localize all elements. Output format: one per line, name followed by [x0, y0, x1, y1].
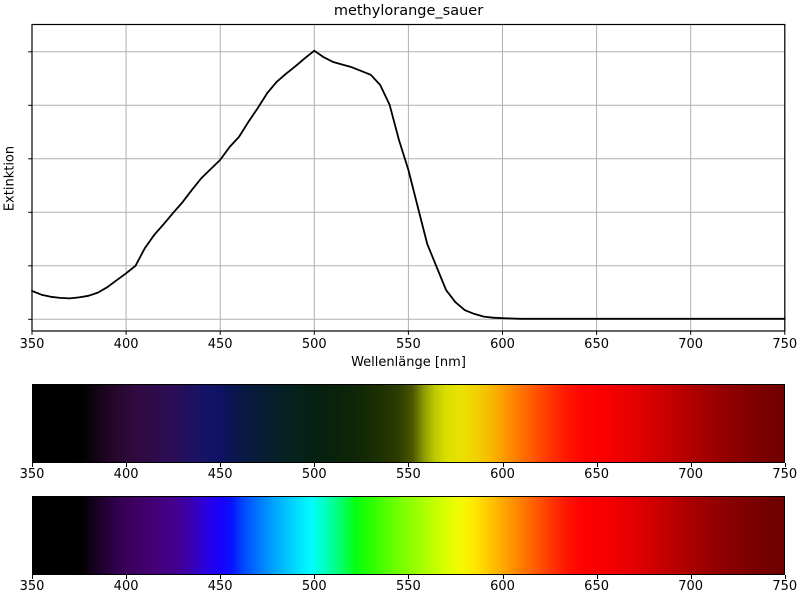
chart-title: methylorange_sauer: [333, 3, 484, 19]
x-tick-label: 550: [395, 579, 421, 594]
strip-tick-mark: [126, 463, 128, 467]
x-tick-label: 550: [395, 337, 421, 352]
x-tick-label: 350: [19, 337, 45, 352]
strip-tick-mark: [784, 463, 786, 467]
strip-tick-mark: [32, 463, 33, 467]
x-tick-label: 400: [113, 337, 139, 352]
x-tick-label: 600: [490, 337, 515, 352]
x-tick-label: 500: [301, 337, 327, 352]
x-tick-label: 650: [584, 579, 609, 594]
strip-tick-mark: [220, 463, 222, 467]
strip-tick-mark: [314, 575, 316, 579]
strip-tick-mark: [220, 575, 222, 579]
x-tick-label: 750: [772, 337, 798, 352]
absorbance-curve: [31, 49, 786, 320]
strip-tick-mark: [690, 463, 692, 467]
x-tick-label: 700: [678, 467, 704, 482]
x-tick-label: 750: [772, 467, 798, 482]
x-tick-label: 700: [678, 579, 704, 594]
axis-ticks: [28, 51, 786, 335]
x-tick-label: 600: [490, 467, 515, 482]
x-tick-label: 650: [584, 467, 609, 482]
strip-tick-mark: [784, 575, 786, 579]
plot-frame: [31, 23, 786, 332]
strip-tick-mark: [32, 575, 33, 579]
x-tick-label: 650: [584, 337, 609, 352]
main-plot: [28, 23, 786, 335]
x-tick-label: 750: [772, 579, 798, 594]
x-tick-label: 500: [301, 467, 327, 482]
x-tick-label: 550: [395, 467, 421, 482]
strip-tick-mark: [408, 575, 410, 579]
x-tick-label: 450: [207, 337, 233, 352]
strip-tick-mark: [314, 463, 316, 467]
strip-tick-mark: [408, 463, 410, 467]
strip-tick-mark: [690, 575, 692, 579]
strip-tick-mark: [502, 575, 504, 579]
strip-tick-mark: [596, 463, 598, 467]
x-tick-label: 450: [207, 467, 233, 482]
x-axis-label: Wellenlänge [nm]: [351, 355, 466, 370]
strip-tick-mark: [596, 575, 598, 579]
x-tick-label: 400: [113, 579, 139, 594]
x-tick-label: 450: [207, 579, 233, 594]
grid-lines: [31, 24, 786, 331]
x-tick-label: 600: [490, 579, 515, 594]
x-tick-label: 500: [301, 579, 327, 594]
strip-tick-mark: [126, 575, 128, 579]
visible-spectrum-strip: [32, 496, 785, 575]
x-tick-label: 350: [19, 579, 45, 594]
strip-tick-mark: [502, 463, 504, 467]
x-tick-label: 700: [678, 337, 704, 352]
x-tick-label: 350: [19, 467, 45, 482]
x-tick-label: 400: [113, 467, 139, 482]
transmitted-spectrum-strip: [32, 384, 785, 463]
